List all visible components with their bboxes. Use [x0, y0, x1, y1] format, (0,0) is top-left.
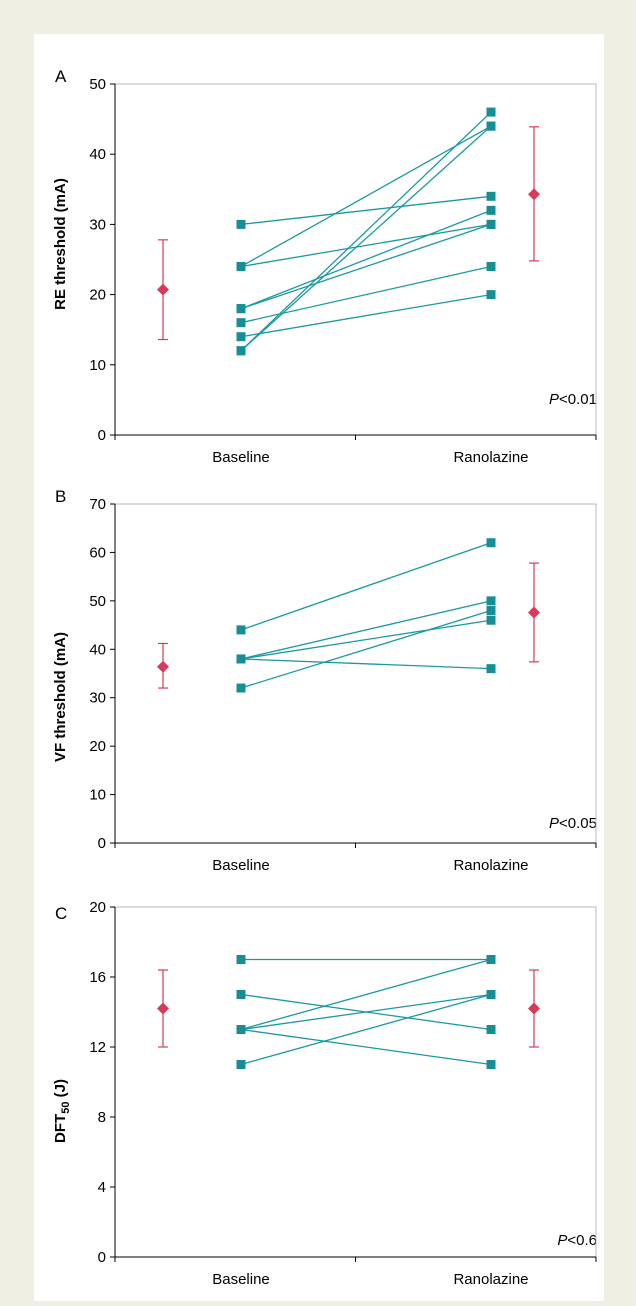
panel-b-y-tick-label: 50 — [89, 593, 106, 610]
panel-a-data-point — [236, 304, 246, 314]
panel-c-data-point — [486, 990, 496, 999]
panel-a-data-point — [486, 262, 496, 272]
panel-a-data-point — [486, 205, 496, 215]
panel-a-paired-line — [240, 223, 492, 310]
panel-b-paired-line — [240, 658, 492, 670]
panel-c-mean-marker-ranolazine — [528, 1002, 540, 1015]
panel-c-x-tick-label-ranolazine: Ranolazine — [453, 1271, 528, 1288]
panel-b-data-point — [236, 625, 246, 635]
panel-a-data-point — [486, 121, 496, 131]
panel-b-data-point — [486, 596, 496, 606]
panel-c-data-point — [486, 955, 496, 964]
panel-a-x-tick-label-baseline: Baseline — [212, 449, 270, 466]
panel-a-data-point — [236, 262, 246, 272]
panel-a-label: A — [55, 67, 67, 86]
panel-a: A RE threshold (mA) P<0.01 0 10 20 30 40 50 Ba… — [52, 67, 597, 466]
panel-c-y-tick-label: 16 — [89, 969, 106, 986]
panel-c-data-point — [236, 955, 246, 964]
panel-a-y-tick-label: 0 — [98, 427, 106, 444]
panel-c: C DFT50 (J) P<0.6 0 4 8 12 16 20 Baseline Ranol… — [52, 899, 597, 1288]
panel-b-data-point — [236, 683, 246, 693]
panel-b-mean-marker-ranolazine — [528, 606, 540, 619]
panel-c-label: C — [55, 904, 67, 923]
panel-c-data-point — [486, 1025, 496, 1034]
three-panel-threshold-chart: A RE threshold (mA) P<0.01 01020304050Ba… — [52, 67, 597, 1288]
panel-a-y-tick-label: 20 — [89, 287, 106, 304]
panel-a-paired-line — [240, 125, 492, 352]
panel-c-y-tick-label: 12 — [89, 1039, 106, 1056]
panel-b-y-tick-label: 10 — [89, 787, 106, 804]
panel-b-data-point — [486, 606, 496, 616]
panel-b-p-value: P<0.05 — [549, 815, 597, 832]
panel-a-x-tick-label-ranolazine: Ranolazine — [453, 449, 528, 466]
panel-b-y-tick-label: 20 — [89, 738, 106, 755]
panel-a-paired-line — [240, 293, 492, 338]
panel-b-label: B — [55, 487, 66, 506]
panel-b-data-point — [486, 615, 496, 625]
panel-b-y-tick-label: 60 — [89, 544, 106, 561]
panel-a-y-tick-label: 10 — [89, 357, 106, 374]
panel-c-data-point — [236, 1025, 246, 1034]
panel-a-data-point — [486, 290, 496, 300]
panel-b-plot-frame — [114, 503, 597, 844]
panel-a-data-point — [236, 219, 246, 229]
panel-a-y-tick-label: 40 — [89, 146, 106, 163]
panel-a-data-point — [236, 318, 246, 328]
panel-a-data-point — [236, 332, 246, 342]
panel-b-y-tick-label: 0 — [98, 835, 106, 852]
panel-a-data-point — [236, 346, 246, 356]
panel-a-mean-marker-ranolazine — [528, 188, 540, 201]
panel-a-paired-line — [240, 125, 492, 268]
panel-c-mean-marker-baseline — [157, 1002, 169, 1015]
panel-a-paired-line — [240, 209, 492, 310]
panel-b-paired-line — [240, 542, 492, 631]
panel-a-y-axis-label: RE threshold (mA) — [52, 178, 69, 310]
panel-a-p-value: P<0.01 — [549, 391, 597, 408]
panel-c-paired-line — [240, 1028, 492, 1066]
panel-c-paired-line — [240, 993, 492, 1066]
panel-b-paired-line — [240, 619, 492, 660]
panel-c-p-value: P<0.6 — [557, 1232, 597, 1249]
panel-b-x-tick-label-baseline: Baseline — [212, 857, 270, 874]
panel-c-data-point — [236, 1060, 246, 1069]
panel-c-x-tick-label-baseline: Baseline — [212, 1271, 270, 1288]
figure: A RE threshold (mA) P<0.01 0 10 20 30 40 50 Ba… — [34, 34, 604, 1301]
panel-b-y-tick-label: 30 — [89, 690, 106, 707]
panel-c-data-point — [236, 990, 246, 999]
panel-a-plot-frame — [114, 83, 597, 436]
panel-b-data-point — [236, 654, 246, 664]
panel-a-y-tick-label: 50 — [89, 76, 106, 93]
panel-c-paired-line — [240, 993, 492, 1031]
panel-c-y-tick-label: 20 — [89, 899, 106, 916]
panel-c-y-tick-label: 4 — [98, 1179, 106, 1196]
panel-b-y-tick-label: 40 — [89, 641, 106, 658]
panel-a-data-point — [486, 107, 496, 117]
panel-a-paired-line — [240, 111, 492, 352]
panel-b-x-tick-label-ranolazine: Ranolazine — [453, 857, 528, 874]
panel-a-mean-marker-baseline — [157, 283, 169, 296]
panel-b-data-point — [486, 664, 496, 674]
panel-b: B VF threshold (mA) P<0.05 0 10 20 30 40 50 60… — [52, 487, 597, 874]
panel-b-paired-line — [240, 600, 492, 660]
panel-c-paired-line — [240, 958, 492, 1031]
panel-c-y-axis-label: DFT50 (J) — [52, 1079, 72, 1143]
panel-a-paired-line — [240, 195, 492, 226]
panel-a-data-point — [486, 191, 496, 201]
panel-b-y-axis-label: VF threshold (mA) — [52, 632, 69, 762]
panel-a-data-point — [486, 219, 496, 229]
panel-b-paired-line — [240, 609, 492, 689]
panel-c-y-tick-label: 0 — [98, 1249, 106, 1266]
panel-b-data-point — [486, 538, 496, 548]
panel-b-y-tick-label: 70 — [89, 496, 106, 513]
panel-c-data-point — [486, 1060, 496, 1069]
panel-c-y-tick-label: 8 — [98, 1109, 106, 1126]
panel-a-y-tick-label: 30 — [89, 216, 106, 233]
panel-a-paired-line — [240, 223, 492, 268]
panel-b-mean-marker-baseline — [157, 660, 169, 673]
